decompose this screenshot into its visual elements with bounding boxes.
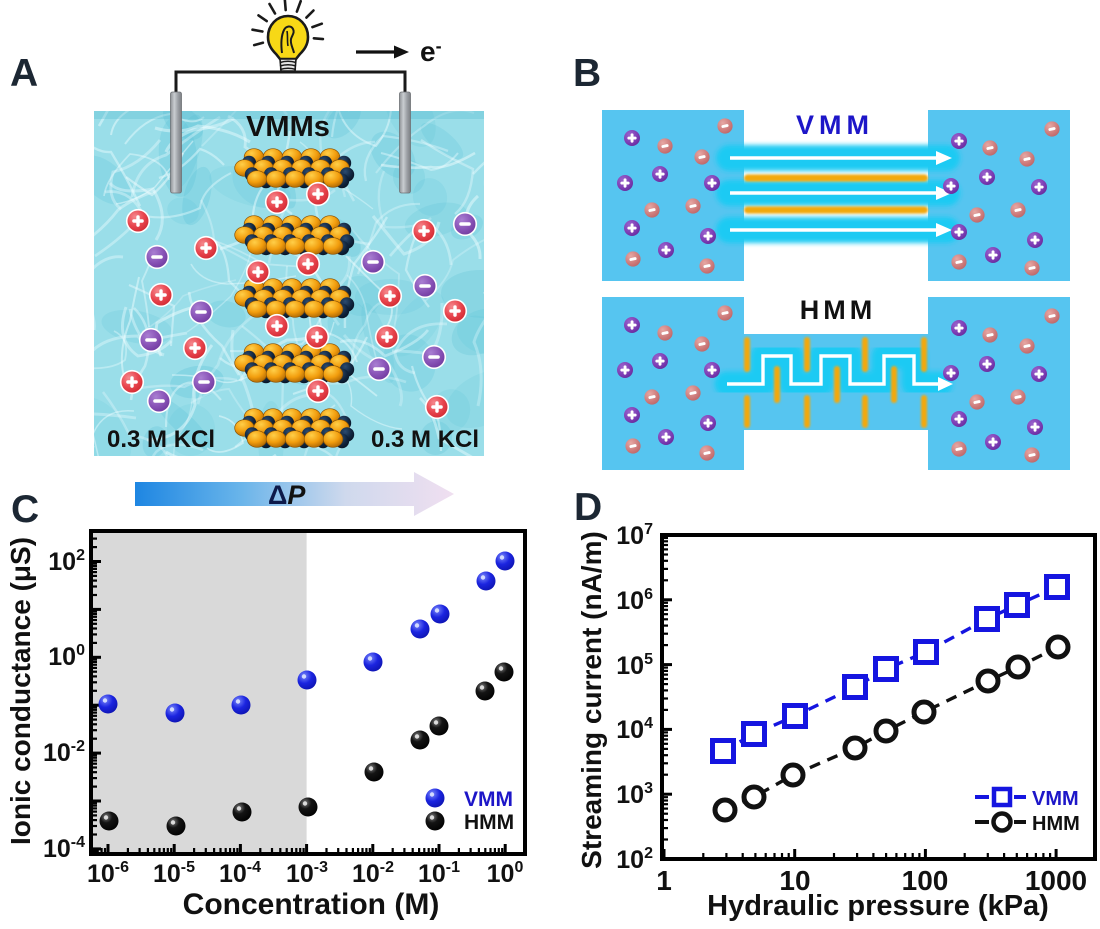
svg-text:VMM: VMM (1032, 788, 1079, 810)
svg-text:10: 10 (779, 865, 810, 896)
svg-text:Ionic conductance (μS): Ionic conductance (μS) (5, 537, 36, 845)
svg-text:B: B (573, 52, 601, 95)
svg-text:VMM: VMM (796, 110, 874, 140)
svg-text:VMM: VMM (464, 788, 513, 811)
svg-text:HMM: HMM (800, 295, 876, 325)
svg-text:A: A (10, 52, 38, 95)
svg-text:ΔP: ΔP (268, 480, 306, 510)
svg-text:Streaming current (nA/m): Streaming current (nA/m) (576, 531, 607, 869)
svg-text:VMMs: VMMs (246, 111, 330, 143)
svg-text:1000: 1000 (1025, 865, 1087, 896)
svg-text:1: 1 (656, 865, 672, 896)
svg-text:D: D (574, 486, 602, 529)
svg-text:HMM: HMM (464, 811, 514, 834)
svg-text:Concentration (M): Concentration (M) (183, 888, 440, 921)
svg-text:100: 100 (902, 865, 949, 896)
svg-text:C: C (11, 488, 39, 531)
svg-text:10-5: 10-5 (153, 859, 195, 888)
svg-text:HMM: HMM (1032, 813, 1080, 835)
svg-text:0.3 M KCl: 0.3 M KCl (371, 426, 479, 453)
svg-text:0.3 M KCl: 0.3 M KCl (107, 426, 215, 453)
svg-text:Hydraulic pressure (kPa): Hydraulic pressure (kPa) (707, 890, 1049, 922)
